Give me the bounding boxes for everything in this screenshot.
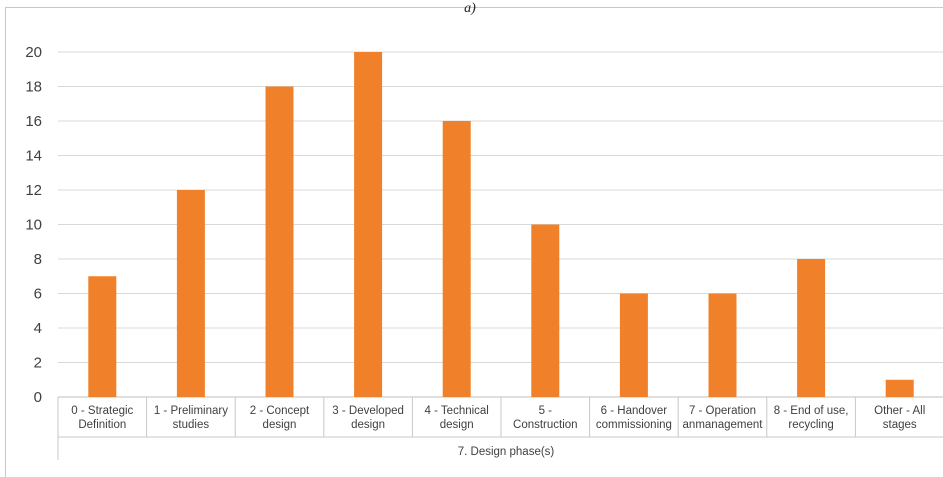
x-tick-label: Other - All stages — [874, 405, 925, 431]
bars — [88, 52, 914, 397]
bar-5 — [531, 224, 560, 397]
y-axis-ticks: 0 2 4 6 8 10 12 14 16 18 20 — [25, 44, 42, 406]
x-axis-labels: 0 - Strategic Definition 1 - Preliminary st… — [71, 405, 925, 431]
x-tick-label: 1 - Preliminary studies — [154, 405, 228, 431]
bar-0 — [88, 276, 117, 397]
x-tick-label: 7 - Operation anmanagement — [683, 405, 764, 431]
x-tick-label: 0 - Strategic Definition — [71, 405, 133, 431]
y-tick-label: 2 — [34, 355, 42, 372]
y-tick-label: 6 — [34, 286, 42, 303]
bar-8 — [797, 259, 826, 397]
y-tick-label: 8 — [34, 251, 42, 268]
bar-2 — [265, 86, 294, 397]
y-tick-label: 10 — [25, 217, 42, 234]
y-tick-label: 12 — [25, 182, 42, 199]
figure-caption: a) — [464, 1, 476, 16]
y-tick-label: 16 — [25, 113, 42, 130]
category-axis-grid — [57, 397, 943, 460]
y-tick-label: 0 — [34, 389, 42, 406]
x-tick-label: 5 -Construction — [513, 405, 578, 431]
x-tick-label: 3 - Developed design — [332, 405, 404, 431]
bar-3 — [354, 52, 383, 397]
x-tick-label: 4 - Technical design — [425, 405, 489, 431]
bar-6 — [619, 293, 648, 397]
y-tick-label: 18 — [25, 79, 42, 96]
x-tick-label: 2 - Concept design — [250, 405, 310, 431]
y-tick-label: 4 — [34, 320, 42, 337]
bar-1 — [176, 190, 205, 397]
y-tick-label: 14 — [25, 148, 42, 165]
chart-border — [5, 7, 943, 477]
bar-9 — [885, 379, 914, 397]
bar-4 — [442, 121, 471, 397]
x-tick-label: 8 - End of use, recycling — [774, 405, 849, 431]
bar-7 — [708, 293, 737, 397]
x-tick-label: 6 - Handover commissioning — [596, 405, 672, 431]
y-tick-label: 20 — [25, 44, 42, 61]
x-axis-title: 7. Design phase(s) — [458, 446, 555, 458]
